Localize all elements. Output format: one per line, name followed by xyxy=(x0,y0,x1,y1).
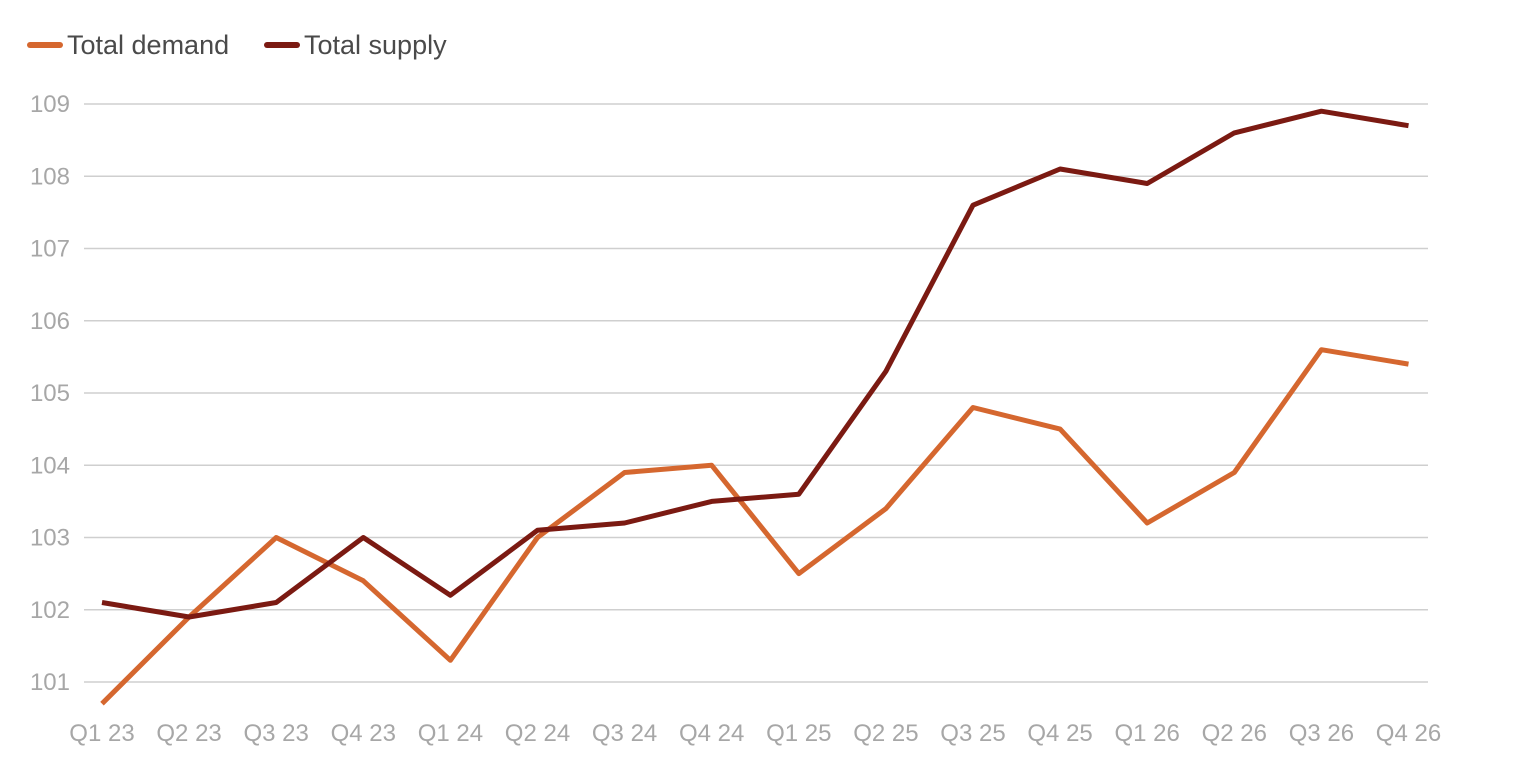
data-point xyxy=(1145,521,1150,526)
y-tick-label: 105 xyxy=(30,380,70,407)
x-tick-label: Q3 25 xyxy=(940,720,1005,747)
data-point xyxy=(971,405,976,410)
x-tick-label: Q4 23 xyxy=(331,720,396,747)
series-line-total-supply xyxy=(101,108,1409,620)
y-tick-label: 107 xyxy=(30,236,70,263)
y-tick-label: 108 xyxy=(30,163,70,190)
x-tick-label: Q2 24 xyxy=(505,720,570,747)
x-tick-label: Q1 25 xyxy=(766,720,831,747)
data-point xyxy=(361,578,366,583)
data-point xyxy=(535,528,540,533)
y-tick-label: 106 xyxy=(30,308,70,335)
y-tick-label: 102 xyxy=(30,597,70,624)
x-tick-label: Q3 24 xyxy=(592,720,657,747)
data-point xyxy=(100,600,105,605)
data-point xyxy=(883,369,888,374)
data-point xyxy=(796,492,801,497)
x-tick-label: Q1 24 xyxy=(418,720,483,747)
data-point xyxy=(274,600,279,605)
data-point xyxy=(448,658,453,663)
data-point xyxy=(100,701,105,706)
data-point xyxy=(1406,123,1411,128)
data-point xyxy=(187,614,192,619)
y-tick-label: 109 xyxy=(30,91,70,118)
data-point xyxy=(622,470,627,475)
legend-label: Total demand xyxy=(67,30,229,60)
data-point xyxy=(1232,130,1237,135)
data-point xyxy=(274,535,279,540)
data-point xyxy=(1319,109,1324,114)
data-point xyxy=(971,203,976,208)
data-point xyxy=(1319,347,1324,352)
legend-label: Total supply xyxy=(304,30,447,60)
x-tick-label: Q2 25 xyxy=(853,720,918,747)
x-tick-label: Q1 26 xyxy=(1115,720,1180,747)
y-tick-label: 104 xyxy=(30,452,70,479)
data-point xyxy=(1058,167,1063,172)
data-point xyxy=(883,506,888,511)
data-point xyxy=(709,499,714,504)
x-tick-label: Q4 25 xyxy=(1027,720,1092,747)
y-axis: 101 102 103 104 105 106 107 108 109 xyxy=(30,91,70,696)
gridlines xyxy=(84,103,1428,683)
data-point xyxy=(796,571,801,576)
x-tick-label: Q2 26 xyxy=(1202,720,1267,747)
data-point xyxy=(535,535,540,540)
y-tick-label: 101 xyxy=(30,669,70,696)
x-axis: Q1 23 Q2 23 Q3 23 Q4 23 Q1 24 Q2 24 Q3 24 Q4 24… xyxy=(69,720,1441,747)
data-point xyxy=(448,593,453,598)
x-tick-label: Q4 24 xyxy=(679,720,744,747)
series-line-total-demand xyxy=(100,347,1409,706)
data-point xyxy=(1058,427,1063,432)
series-layer xyxy=(100,108,1411,706)
data-point xyxy=(1232,470,1237,475)
data-point xyxy=(1145,181,1150,186)
legend: Total demand Total supply xyxy=(27,30,447,60)
x-tick-label: Q4 26 xyxy=(1376,720,1441,747)
x-tick-label: Q1 23 xyxy=(69,720,134,747)
data-point xyxy=(1406,362,1411,367)
x-tick-label: Q3 26 xyxy=(1289,720,1354,747)
data-point xyxy=(709,463,714,468)
y-tick-label: 103 xyxy=(30,525,70,552)
data-point xyxy=(361,535,366,540)
x-tick-label: Q3 23 xyxy=(244,720,309,747)
data-point xyxy=(622,521,627,526)
x-tick-label: Q2 23 xyxy=(156,720,221,747)
